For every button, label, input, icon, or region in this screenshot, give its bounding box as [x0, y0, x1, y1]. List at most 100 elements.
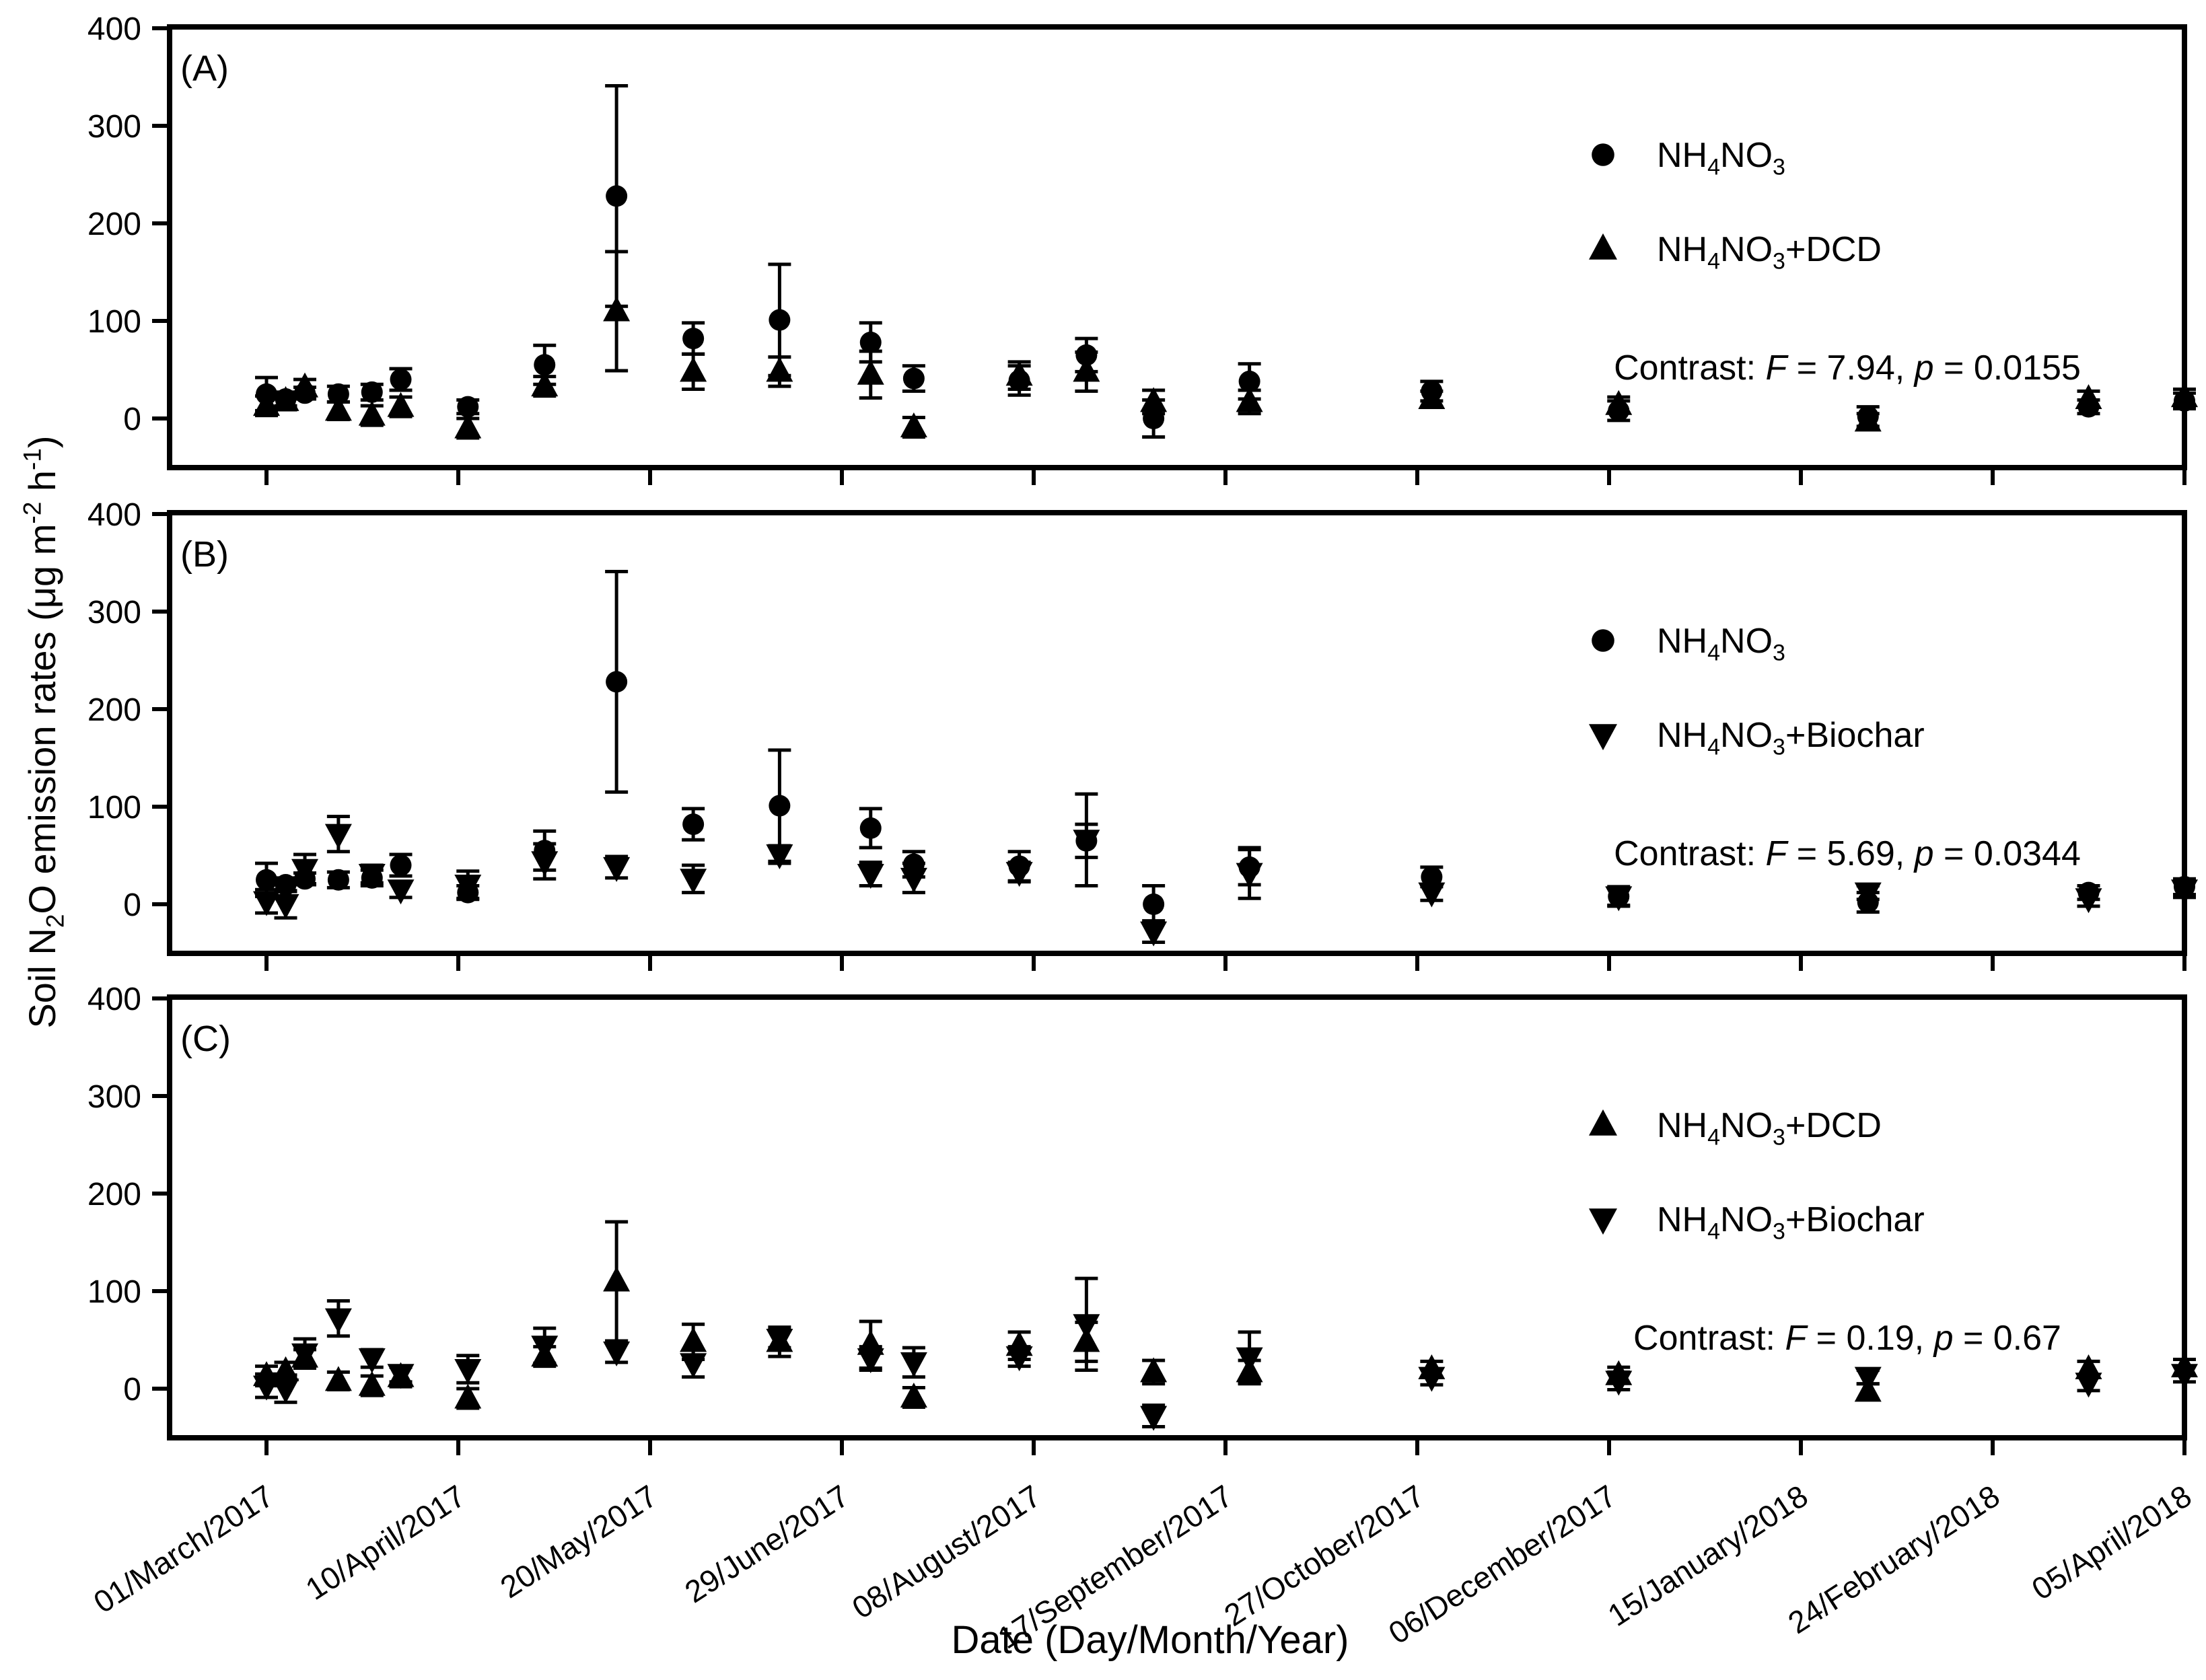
marker-dcd — [324, 1366, 352, 1391]
marker-dcd — [454, 1383, 482, 1409]
y-tick-label: 100 — [87, 304, 141, 340]
panel-B: 0 100 200 300 400 (B) NH4NO3 NH4NO3+Biochar Cont… — [87, 497, 2198, 971]
marker-biochar — [1005, 862, 1033, 887]
marker-biochar — [603, 1341, 631, 1366]
legend-label-dcd: NH4NO3+DCD — [1657, 1106, 1882, 1150]
marker-nh4no3 — [606, 671, 628, 693]
marker-biochar — [680, 869, 707, 894]
y-tick-label: 0 — [123, 887, 141, 923]
marker-biochar — [857, 1348, 884, 1374]
marker-biochar — [454, 875, 482, 900]
marker-dcd — [1854, 406, 1882, 432]
y-tick-label: 200 — [87, 207, 141, 242]
marker-dcd — [680, 1327, 707, 1352]
x-tick-label: 15/January/2018 — [1602, 1478, 1814, 1633]
y-tick-label: 100 — [87, 1274, 141, 1310]
marker-biochar — [766, 1329, 793, 1354]
marker-biochar — [1140, 1405, 1168, 1431]
panel-C: 0 100 200 300 400 (C) NH4NO3+DCD NH4NO3+Biochar… — [87, 982, 2198, 1455]
marker-dcd — [1605, 390, 1633, 415]
marker-biochar — [531, 851, 559, 877]
marker-dcd — [531, 371, 559, 397]
x-tick-label: 10/April/2017 — [299, 1478, 472, 1607]
marker-dcd-legend — [1589, 233, 1617, 260]
marker-biochar — [358, 1348, 386, 1374]
marker-dcd — [1073, 357, 1100, 382]
marker-dcd — [1236, 387, 1263, 412]
marker-biochar — [2171, 1364, 2198, 1389]
marker-dcd-legend — [1589, 1109, 1617, 1136]
x-axis-title: Date (Day/Month/Year) — [951, 1618, 1349, 1662]
marker-biochar — [253, 891, 280, 916]
y-tick-label: 400 — [87, 11, 141, 47]
marker-biochar-legend — [1589, 1208, 1617, 1235]
marker-dcd — [324, 396, 352, 421]
y-tick-label: 400 — [87, 982, 141, 1017]
marker-biochar — [324, 1308, 352, 1334]
y-axis-title: Soil N2O emission rates (μg m-2 h-1) — [19, 435, 69, 1028]
marker-nh4no3 — [1143, 893, 1165, 915]
marker-nh4no3 — [390, 854, 412, 876]
marker-biochar — [603, 856, 631, 882]
y-tick-label: 0 — [123, 1372, 141, 1408]
marker-biochar — [1236, 863, 1263, 888]
y-tick-label: 200 — [87, 692, 141, 728]
marker-dcd — [1005, 361, 1033, 386]
x-tick-label: 27/October/2017 — [1218, 1478, 1431, 1633]
panel-A-frame — [167, 24, 2187, 470]
marker-biochar — [1854, 882, 1882, 908]
y-axis-title-text: Soil N2O emission rates (μg m-2 h-1) — [19, 435, 69, 1028]
marker-dcd — [272, 386, 299, 411]
marker-biochar — [1236, 1347, 1263, 1373]
marker-nh4no3 — [682, 328, 705, 350]
marker-dcd — [603, 1266, 631, 1292]
marker-nh4no3 — [1238, 370, 1260, 392]
marker-biochar-legend — [1589, 724, 1617, 751]
y-tick-label: 300 — [87, 595, 141, 630]
legend-label-biochar: NH4NO3+Biochar — [1657, 716, 1925, 760]
marker-nh4no3 — [457, 396, 479, 418]
marker-biochar — [1854, 1366, 1882, 1392]
marker-dcd — [358, 400, 386, 426]
panel-label: (A) — [180, 48, 229, 89]
marker-nh4no3 — [859, 817, 882, 839]
panel-label: (B) — [180, 534, 229, 575]
panel-A: 0 100 200 300 400 (A) NH4NO3 NH4NO3+DCD Contrast… — [87, 11, 2198, 485]
legend-label-biochar: NH4NO3+Biochar — [1657, 1200, 1925, 1244]
marker-dcd — [291, 372, 318, 398]
marker-dcd — [766, 357, 793, 382]
marker-biochar — [900, 867, 927, 893]
marker-dcd — [2075, 384, 2102, 409]
marker-biochar — [766, 844, 793, 870]
legend-label-nh4no3: NH4NO3 — [1657, 622, 1785, 665]
marker-dcd — [1418, 384, 1446, 409]
marker-biochar — [253, 1375, 280, 1401]
marker-biochar — [1073, 1314, 1100, 1340]
marker-biochar — [324, 824, 352, 849]
marker-dcd — [1073, 1327, 1100, 1352]
legend-label-nh4no3: NH4NO3 — [1657, 136, 1785, 180]
marker-biochar — [2075, 888, 2102, 914]
marker-biochar — [900, 1352, 927, 1377]
x-tick-label: 01/March/2017 — [87, 1478, 280, 1620]
marker-dcd — [387, 392, 415, 417]
panel-label: (C) — [180, 1019, 231, 1059]
panel-B-frame — [167, 510, 2187, 956]
marker-dcd — [454, 413, 482, 439]
marker-nh4no3 — [1143, 408, 1165, 429]
marker-biochar — [1605, 1371, 1633, 1396]
marker-dcd — [1140, 387, 1168, 412]
marker-dcd — [2171, 382, 2198, 408]
marker-biochar — [2075, 1373, 2102, 1398]
y-tick-label: 0 — [123, 402, 141, 437]
marker-nh4no3 — [1421, 866, 1443, 888]
marker-biochar — [291, 1343, 318, 1368]
marker-biochar — [291, 859, 318, 884]
marker-dcd — [680, 357, 707, 382]
marker-biochar — [531, 1336, 559, 1361]
marker-biochar — [454, 1359, 482, 1384]
x-tick-label: 20/May/2017 — [494, 1478, 663, 1605]
marker-nh4no3 — [769, 309, 791, 331]
panel-C-frame — [167, 994, 2187, 1440]
